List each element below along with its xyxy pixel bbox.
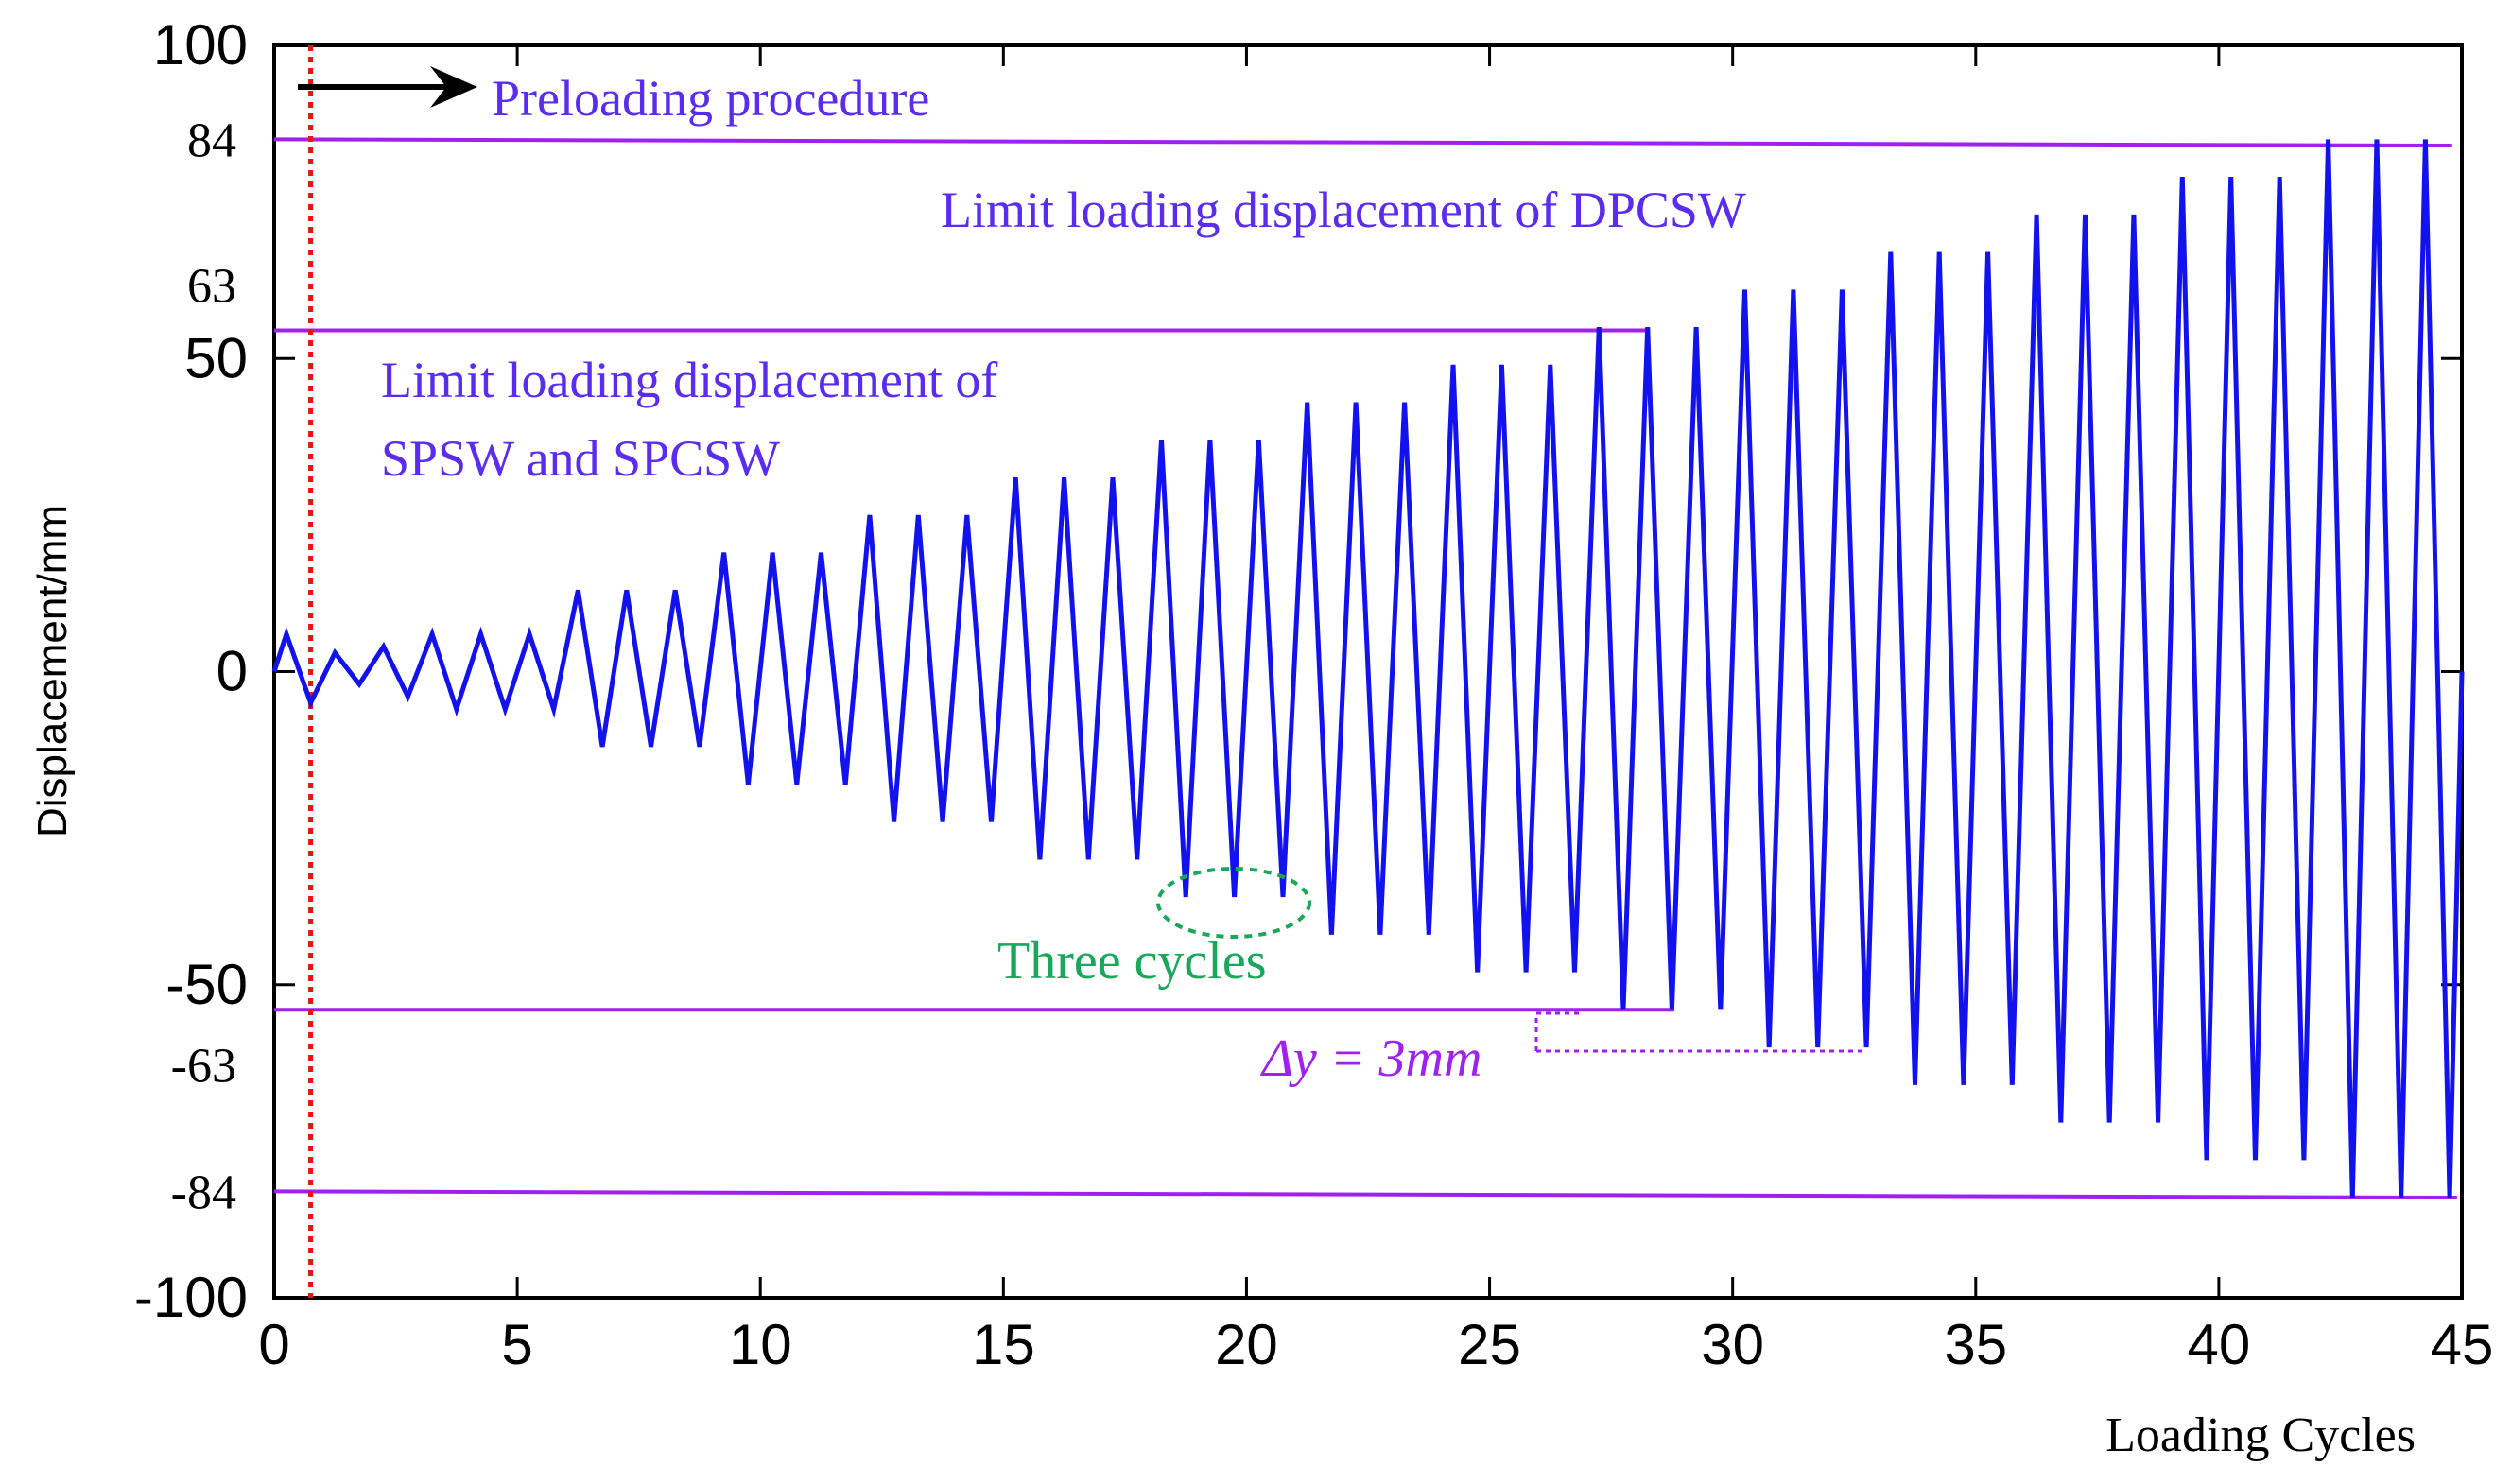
series-line-loading-history bbox=[271, 139, 2465, 1199]
y-extra-tick-label: -63 bbox=[171, 1039, 236, 1093]
preload-arrow bbox=[298, 66, 477, 108]
y-tick-label: 0 bbox=[217, 640, 248, 703]
x-tick-label: 30 bbox=[1701, 1313, 1764, 1376]
y-tick-label: -100 bbox=[134, 1266, 248, 1329]
x-tick-label: 25 bbox=[1458, 1313, 1521, 1376]
delta-y-guide bbox=[1534, 1011, 1867, 1053]
x-tick-label: 35 bbox=[1944, 1313, 2007, 1376]
dpcsw-annotation: Limit loading displacement of DPCSW bbox=[941, 181, 1746, 238]
preload-annotation: Preloading procedure bbox=[492, 70, 929, 127]
spsw-annotation-line2: SPSW and SPCSW bbox=[381, 430, 780, 487]
x-tick-label: 0 bbox=[258, 1313, 289, 1376]
x-tick-label: 45 bbox=[2431, 1313, 2494, 1376]
y-tick-label: 100 bbox=[153, 13, 248, 77]
three-cycles-ellipse bbox=[1156, 867, 1311, 939]
x-tick-label: 40 bbox=[2188, 1313, 2251, 1376]
x-axis-label: Loading Cycles bbox=[2105, 1408, 2416, 1462]
delta-y-annotation: Δy = 3mm bbox=[1260, 1029, 1481, 1088]
y-extra-tick-label: -84 bbox=[171, 1165, 236, 1219]
x-tick-label: 10 bbox=[729, 1313, 792, 1376]
x-tick-label: 20 bbox=[1215, 1313, 1278, 1376]
spsw-annotation-line1: Limit loading displacement of bbox=[381, 352, 997, 408]
y-axis-label: Displacement/mm bbox=[29, 505, 76, 837]
y-extra-tick-label: 84 bbox=[187, 113, 236, 167]
y-tick-label: -50 bbox=[165, 953, 248, 1016]
y-tick-label: 50 bbox=[184, 326, 248, 389]
three-cycles-annotation: Three cycles bbox=[997, 932, 1266, 991]
y-extra-tick-label: 63 bbox=[187, 259, 236, 313]
x-tick-label: 15 bbox=[972, 1313, 1035, 1376]
limit-neg84 bbox=[273, 1189, 2457, 1199]
limit-84 bbox=[273, 137, 2452, 147]
x-tick-label: 5 bbox=[501, 1313, 532, 1376]
